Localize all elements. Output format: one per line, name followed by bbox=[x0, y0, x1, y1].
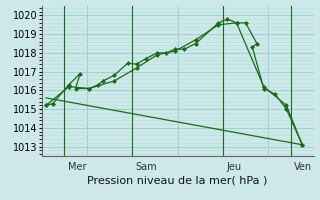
X-axis label: Pression niveau de la mer( hPa ): Pression niveau de la mer( hPa ) bbox=[87, 175, 268, 185]
Text: Mer: Mer bbox=[68, 162, 86, 172]
Text: Jeu: Jeu bbox=[226, 162, 242, 172]
Text: Ven: Ven bbox=[294, 162, 312, 172]
Text: Sam: Sam bbox=[136, 162, 157, 172]
